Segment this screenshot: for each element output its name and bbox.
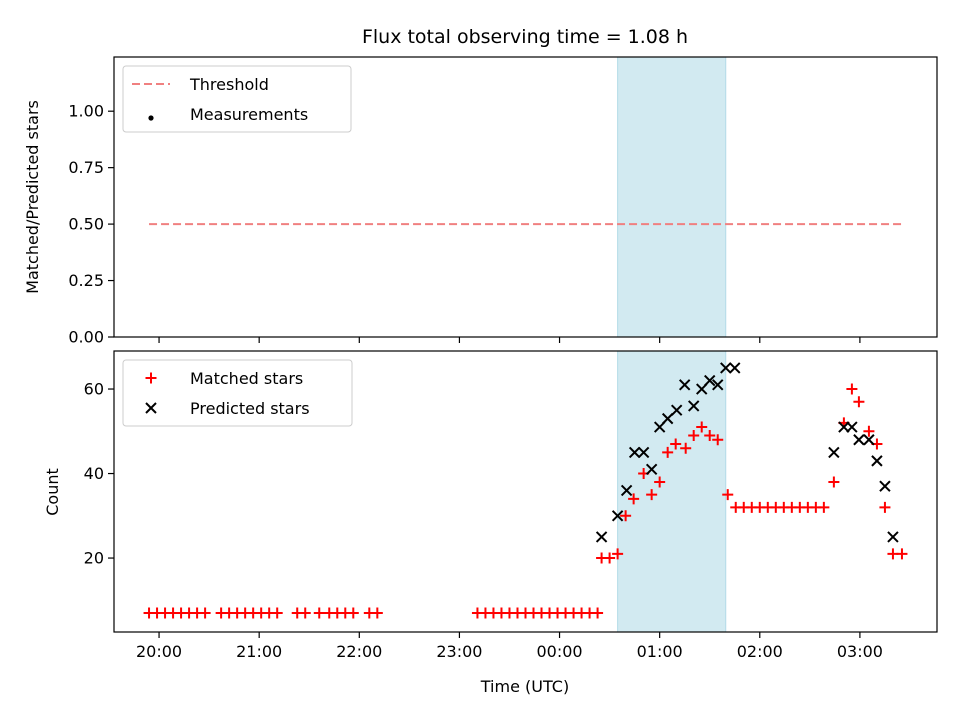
data-point (846, 383, 858, 395)
data-point (687, 400, 700, 412)
legend-box (122, 65, 352, 133)
data-point (863, 425, 875, 437)
data-point (696, 421, 708, 433)
data-point (347, 607, 359, 619)
data-point (818, 501, 830, 513)
y-tick-label: 60 (84, 380, 104, 399)
shaded-span (617, 56, 727, 338)
data-point (661, 412, 674, 425)
data-point (299, 607, 311, 619)
data-point (611, 510, 624, 522)
data-point (722, 489, 734, 501)
legend-box (122, 359, 353, 427)
legend-label: Threshold (189, 75, 269, 94)
top-panel: 0.00 0.25 0.50 0.75 1.00 Threshold Measurement… (68, 56, 938, 347)
data-point (871, 455, 883, 467)
data-point (646, 489, 658, 501)
top-y-axis-label: Matched/Predicted stars (23, 100, 42, 294)
x-tick-label: 02:00 (737, 642, 783, 661)
data-point (670, 438, 682, 450)
bottom-panel: 20 40 60 20:00 21:00 22:00 23:00 00:00 01:00 02:0… (84, 350, 938, 661)
x-tick-label: 21:00 (236, 642, 282, 661)
data-point (853, 434, 865, 446)
data-point (704, 430, 716, 442)
data-point (828, 476, 840, 488)
data-point (887, 531, 899, 543)
x-tick-label: 01:00 (637, 642, 683, 661)
legend-swatch (145, 372, 157, 384)
data-point (592, 607, 604, 619)
chart-title: Flux total observing time = 1.08 h (362, 26, 688, 48)
data-point (637, 446, 650, 459)
y-tick-label: 0.00 (68, 328, 104, 347)
data-point (704, 374, 716, 387)
data-point (720, 362, 732, 374)
legend-label: Measurements (190, 105, 308, 124)
data-point (604, 552, 616, 564)
data-point (645, 463, 658, 476)
data-point (678, 379, 691, 391)
data-point (896, 548, 908, 560)
plot-frame (113, 56, 938, 338)
data-point (712, 379, 724, 391)
data-point (271, 607, 283, 619)
y-tick-label: 0.75 (68, 158, 104, 177)
plot-frame (113, 350, 938, 633)
y-tick-label: 20 (84, 549, 104, 568)
y-tick-label: 1.00 (68, 102, 104, 121)
data-point (313, 607, 325, 619)
data-point (863, 434, 875, 446)
data-point (729, 362, 741, 374)
data-point (680, 442, 692, 454)
x-tick-label: 20:00 (136, 642, 182, 661)
data-point (688, 430, 700, 442)
x-tick-label: 23:00 (436, 642, 482, 661)
x-tick-label: 22:00 (336, 642, 382, 661)
data-point (662, 446, 674, 458)
data-point (628, 446, 641, 459)
data-point (371, 607, 383, 619)
data-point (670, 404, 683, 416)
y-tick-label: 0.25 (68, 271, 104, 290)
data-point (654, 476, 666, 488)
legend-swatch (148, 115, 154, 121)
data-point (879, 501, 891, 513)
series-predicted-stars (595, 362, 899, 543)
data-point (712, 434, 724, 446)
data-point (879, 480, 891, 492)
bottom-y-axis-label: Count (43, 468, 62, 516)
x-axis-label: Time (UTC) (480, 677, 569, 696)
legend-label: Predicted stars (190, 399, 310, 418)
x-tick-label: 03:00 (837, 642, 883, 661)
shaded-span (617, 350, 727, 633)
y-tick-label: 40 (84, 464, 104, 483)
data-point (620, 484, 633, 497)
data-point (595, 531, 608, 543)
data-point (853, 396, 865, 408)
legend-label: Matched stars (190, 369, 303, 388)
legend: Threshold Measurements (122, 65, 352, 133)
legend: Matched stars Predicted stars (122, 359, 353, 427)
data-point (628, 493, 640, 505)
data-point (828, 446, 840, 459)
legend-swatch (145, 402, 157, 414)
y-tick-label: 0.50 (68, 215, 104, 234)
data-point (199, 607, 211, 619)
data-point (846, 421, 858, 433)
data-point (620, 510, 632, 522)
series-matched-stars (143, 383, 908, 619)
x-tick-label: 00:00 (536, 642, 582, 661)
data-point (612, 548, 624, 560)
